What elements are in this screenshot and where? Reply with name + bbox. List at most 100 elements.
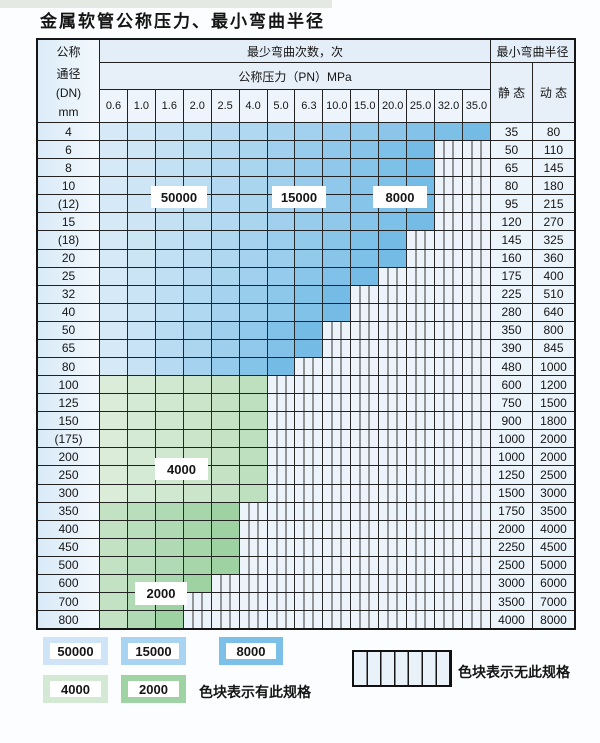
legend-nospec-text: 色块表示无此规格 (458, 664, 570, 680)
table-row: 25 175 400 (38, 267, 574, 286)
available-cell (239, 321, 268, 339)
table-row: (18) 145 325 (38, 231, 574, 250)
available-cell (267, 303, 296, 321)
table-row: 40 280 640 (38, 303, 574, 322)
nospec-cell (323, 321, 352, 339)
available-cell (323, 285, 352, 303)
dynamic-radius-cell: 145 (533, 159, 574, 177)
available-cell (155, 339, 184, 358)
nospec-cell (435, 574, 463, 593)
available-cell (127, 249, 156, 267)
radius-header: 最小弯曲半径 (491, 40, 574, 63)
nospec-cell (379, 448, 408, 466)
static-radius-cell: 35 (491, 123, 533, 141)
dynamic-radius-cell: 4500 (533, 538, 574, 556)
nospec-cell (295, 430, 324, 448)
dynamic-radius-cell: 8000 (533, 611, 574, 629)
table-row: 700 3500 7000 (38, 593, 574, 612)
nospec-cell (407, 520, 436, 538)
pressure-header-cell: 20.0 (379, 90, 408, 122)
available-cell (100, 574, 128, 593)
available-cell (100, 339, 128, 358)
available-cell (295, 249, 324, 267)
dynamic-radius-cell: 510 (533, 285, 574, 303)
available-cell (100, 267, 128, 285)
table-row: 20 160 360 (38, 249, 574, 268)
pressure-header: 公称压力（PN）MPa (100, 63, 490, 90)
available-cell (323, 159, 352, 177)
dynamic-radius-cell: 3500 (533, 502, 574, 520)
available-cell (127, 285, 156, 303)
dn-cell: 350 (38, 502, 100, 520)
static-radius-cell: 95 (491, 195, 533, 213)
available-cell (323, 213, 352, 231)
available-cell (323, 267, 352, 285)
table-row: 600 3000 6000 (38, 574, 574, 594)
available-cell (211, 394, 240, 412)
dn-cell: (18) (38, 231, 100, 249)
nospec-cell (435, 159, 463, 177)
availability-cells (100, 520, 491, 538)
available-cell (267, 267, 296, 285)
available-cell (211, 484, 240, 502)
nospec-cell (435, 556, 463, 574)
available-cell (267, 123, 296, 141)
nospec-cell (323, 358, 352, 376)
nospec-cell (267, 466, 296, 484)
availability-cells (100, 339, 491, 358)
available-cell (183, 321, 212, 339)
nospec-cell (351, 376, 380, 394)
available-cell (239, 466, 268, 484)
available-cell (183, 484, 212, 502)
available-cell (155, 303, 184, 321)
region-label-8000: 8000 (373, 186, 427, 208)
available-cell (183, 303, 212, 321)
nospec-cell (462, 376, 490, 394)
nospec-cell (323, 339, 352, 358)
available-cell (100, 177, 128, 195)
nospec-cell (462, 285, 490, 303)
nospec-cell (351, 448, 380, 466)
static-radius-cell: 145 (491, 231, 533, 249)
available-cell (100, 538, 128, 556)
table-row: 200 1000 2000 (38, 448, 574, 467)
available-cell (127, 556, 156, 574)
nospec-cell (462, 484, 490, 502)
nospec-cell (435, 321, 463, 339)
nospec-cell (462, 520, 490, 538)
nospec-cell (462, 394, 490, 412)
nospec-cell (435, 267, 463, 285)
available-cell (211, 358, 240, 376)
nospec-cell (351, 611, 380, 629)
nospec-cell (239, 556, 268, 574)
available-cell (127, 231, 156, 249)
available-cell (295, 303, 324, 321)
available-cell (211, 376, 240, 394)
table-row: 125 750 1500 (38, 394, 574, 413)
dn-cell: 4 (38, 123, 100, 141)
nospec-cell (267, 502, 296, 520)
nospec-cell (435, 339, 463, 358)
static-radius-cell: 175 (491, 267, 533, 285)
nospec-cell (379, 339, 408, 358)
nospec-cell (351, 394, 380, 412)
nospec-cell (435, 611, 463, 629)
available-cell (183, 430, 212, 448)
available-cell (155, 412, 184, 430)
dynamic-radius-cell: 180 (533, 177, 574, 195)
available-cell (127, 358, 156, 376)
static-radius-cell: 280 (491, 303, 533, 321)
nospec-cell (239, 520, 268, 538)
nospec-cell (267, 538, 296, 556)
static-radius-cell: 120 (491, 213, 533, 231)
available-cell (295, 267, 324, 285)
nospec-cell (462, 321, 490, 339)
pressure-header-cell: 32.0 (435, 90, 463, 122)
available-cell (211, 249, 240, 267)
static-radius-cell: 80 (491, 177, 533, 195)
pressure-header-cell: 1.0 (128, 90, 156, 122)
nospec-cell (267, 376, 296, 394)
available-cell (127, 376, 156, 394)
dynamic-radius-cell: 3000 (533, 484, 574, 502)
availability-cells (100, 484, 491, 502)
